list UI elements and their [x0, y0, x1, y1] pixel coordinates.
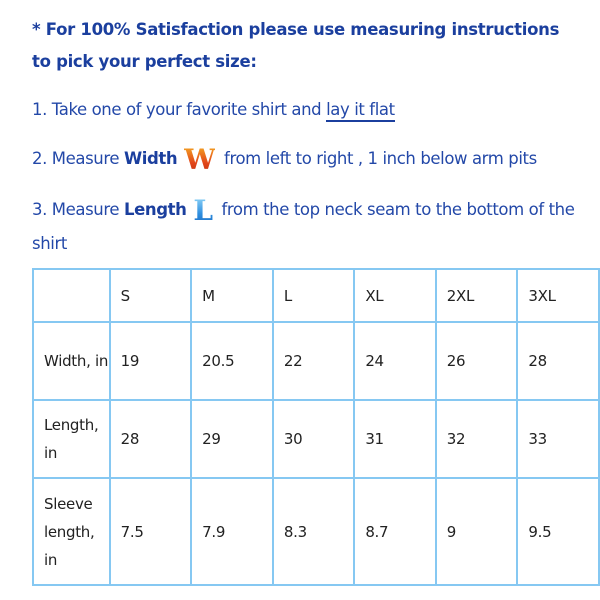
step-3-suffix: from the top neck seam to the bottom of …: [32, 200, 575, 253]
step-3-text: 3. Measure: [32, 200, 124, 219]
table-cell: 19: [108, 321, 193, 401]
intro-line-2: to pick your perfect size:: [32, 52, 257, 71]
lay-it-flat-link[interactable]: lay it flat: [326, 100, 395, 122]
step-2-bold: Width: [123, 149, 178, 168]
intro-line-1: * For 100% Satisfaction please use measu…: [32, 20, 560, 39]
table-cell: 8.7: [353, 477, 437, 586]
table-cell: 22: [271, 321, 356, 401]
table-cell: 32: [434, 399, 519, 479]
step-2-text: 2. Measure: [32, 149, 124, 168]
header-cell: [32, 268, 111, 323]
step-2-suffix: from left to right , 1 inch below arm pi…: [219, 149, 537, 168]
row-label: Sleeve length, in: [32, 477, 111, 586]
table-cell: 33: [516, 399, 600, 479]
width-letter-icon: W: [184, 143, 216, 176]
table-cell: 8.3: [271, 477, 356, 586]
table-row: Width, in 19 20.5 22 24 26 28: [32, 321, 600, 401]
table-cell: 7.9: [190, 477, 274, 586]
table-cell: 29: [190, 399, 274, 479]
table-cell: 9: [434, 477, 519, 586]
table-cell: 28: [108, 399, 193, 479]
header-cell: 2XL: [434, 268, 519, 323]
step-3-bold: Length: [123, 200, 187, 219]
table-cell: 9.5: [516, 477, 600, 586]
step-2: 2. Measure Width W from left to right , …: [32, 143, 592, 175]
table-header-row: S M L XL 2XL 3XL: [32, 268, 600, 323]
table-row: Sleeve length, in 7.5 7.9 8.3 8.7 9 9.5: [32, 477, 600, 586]
step-3: 3. Measure Length L from the top neck se…: [32, 193, 592, 261]
size-table: S M L XL 2XL 3XL Width, in 19 20.5 22 24…: [32, 268, 600, 586]
length-letter-icon: L: [193, 194, 213, 227]
table-cell: 28: [516, 321, 600, 401]
table-cell: 31: [353, 399, 437, 479]
step-1-text: 1. Take one of your favorite shirt and: [32, 100, 327, 119]
header-cell: L: [271, 268, 356, 323]
header-cell: 3XL: [516, 268, 600, 323]
table-cell: 24: [353, 321, 437, 401]
header-cell: XL: [353, 268, 437, 323]
step-1: 1. Take one of your favorite shirt and l…: [32, 94, 592, 126]
header-cell: M: [190, 268, 274, 323]
table-cell: 7.5: [108, 477, 193, 586]
header-cell: S: [108, 268, 193, 323]
intro-heading: * For 100% Satisfaction please use measu…: [32, 14, 592, 78]
row-label: Width, in: [32, 321, 111, 401]
table-row: Length, in 28 29 30 31 32 33: [32, 399, 600, 479]
table-cell: 20.5: [190, 321, 274, 401]
row-label: Length, in: [32, 399, 111, 479]
table-cell: 30: [271, 399, 356, 479]
table-cell: 26: [434, 321, 519, 401]
